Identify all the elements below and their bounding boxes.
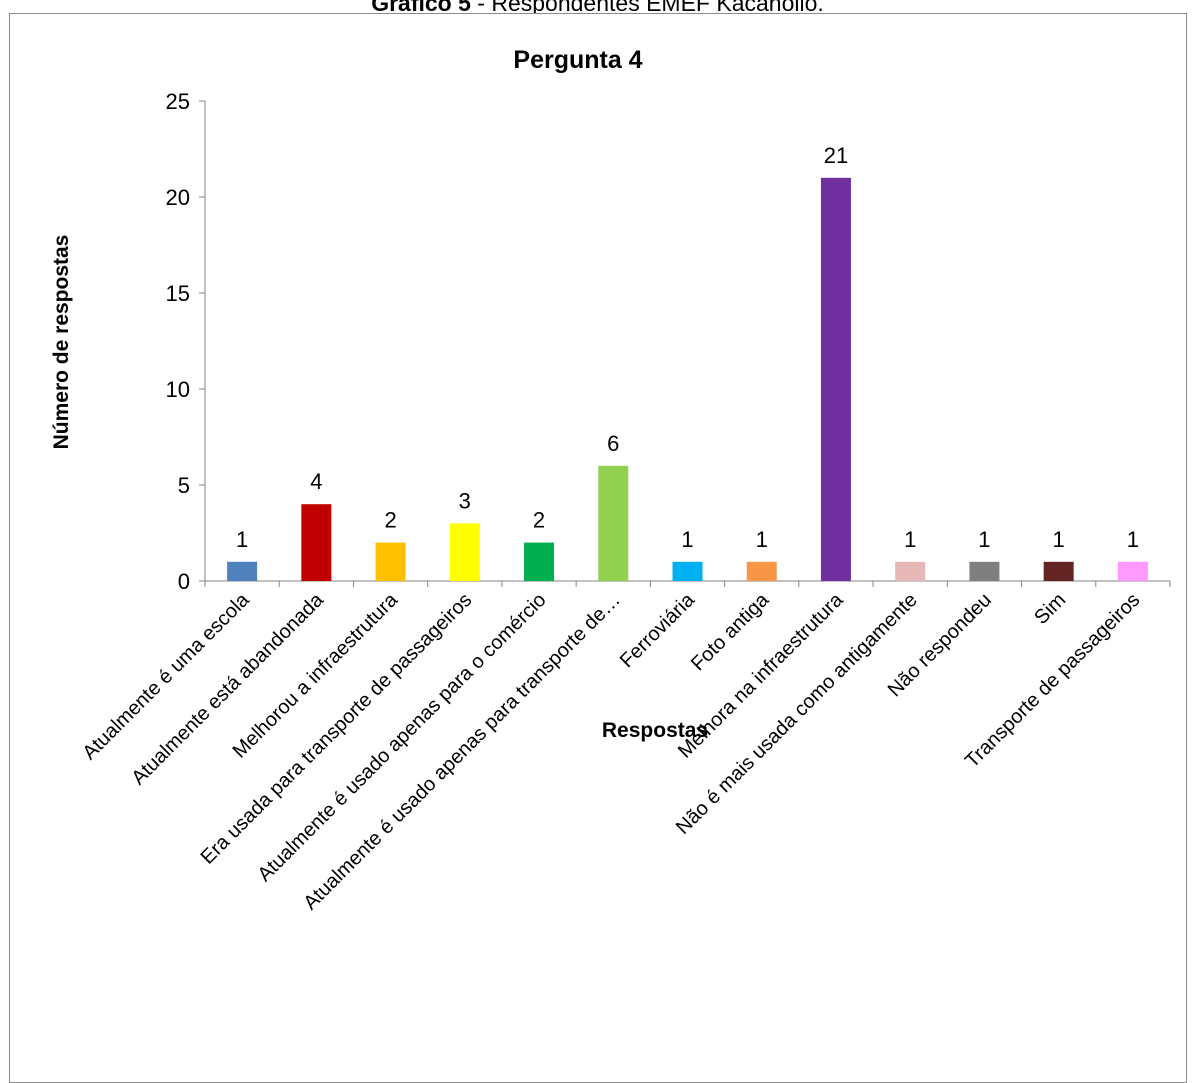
figure-caption-text: - Respondentes EMEF Kacahollo. <box>470 0 824 16</box>
data-label: 21 <box>824 143 848 168</box>
bar <box>301 504 332 581</box>
data-label: 1 <box>1127 527 1139 552</box>
bar <box>672 561 703 581</box>
bar <box>746 561 777 581</box>
bar <box>598 465 629 581</box>
data-label: 1 <box>978 527 990 552</box>
data-label: 1 <box>236 527 248 552</box>
data-label: 6 <box>607 431 619 456</box>
data-label: 3 <box>459 488 471 513</box>
y-tick-label: 10 <box>166 377 190 402</box>
chart-title: Pergunta 4 <box>513 46 642 74</box>
data-label: 1 <box>1053 527 1065 552</box>
bar <box>1117 561 1148 581</box>
y-tick-label: 25 <box>166 89 190 114</box>
data-label: 1 <box>756 527 768 552</box>
data-label: 2 <box>533 508 545 533</box>
y-tick-label: 0 <box>178 569 190 594</box>
bar <box>449 523 480 581</box>
figure-caption-label: Gráfico 5 <box>371 0 471 16</box>
data-label: 4 <box>310 469 322 494</box>
bar <box>969 561 1000 581</box>
bar <box>895 561 926 581</box>
data-label: 1 <box>681 527 693 552</box>
x-tick-label: Sim <box>1030 589 1070 629</box>
y-tick-label: 20 <box>166 185 190 210</box>
x-axis-label: Respostas <box>602 719 708 742</box>
figure-caption: Gráfico 5 - Respondentes EMEF Kacahollo. <box>0 0 1195 17</box>
bar <box>820 177 851 582</box>
data-label: 1 <box>904 527 916 552</box>
bar <box>375 542 406 581</box>
bar <box>227 561 258 581</box>
bar <box>524 542 555 581</box>
y-tick-label: 5 <box>178 473 190 498</box>
y-axis-label: Número de respostas <box>50 235 73 450</box>
data-label: 2 <box>384 508 396 533</box>
y-tick-label: 15 <box>166 281 190 306</box>
bar <box>1043 561 1074 581</box>
x-tick-label: Era usada para transporte de passageiros <box>197 589 477 869</box>
